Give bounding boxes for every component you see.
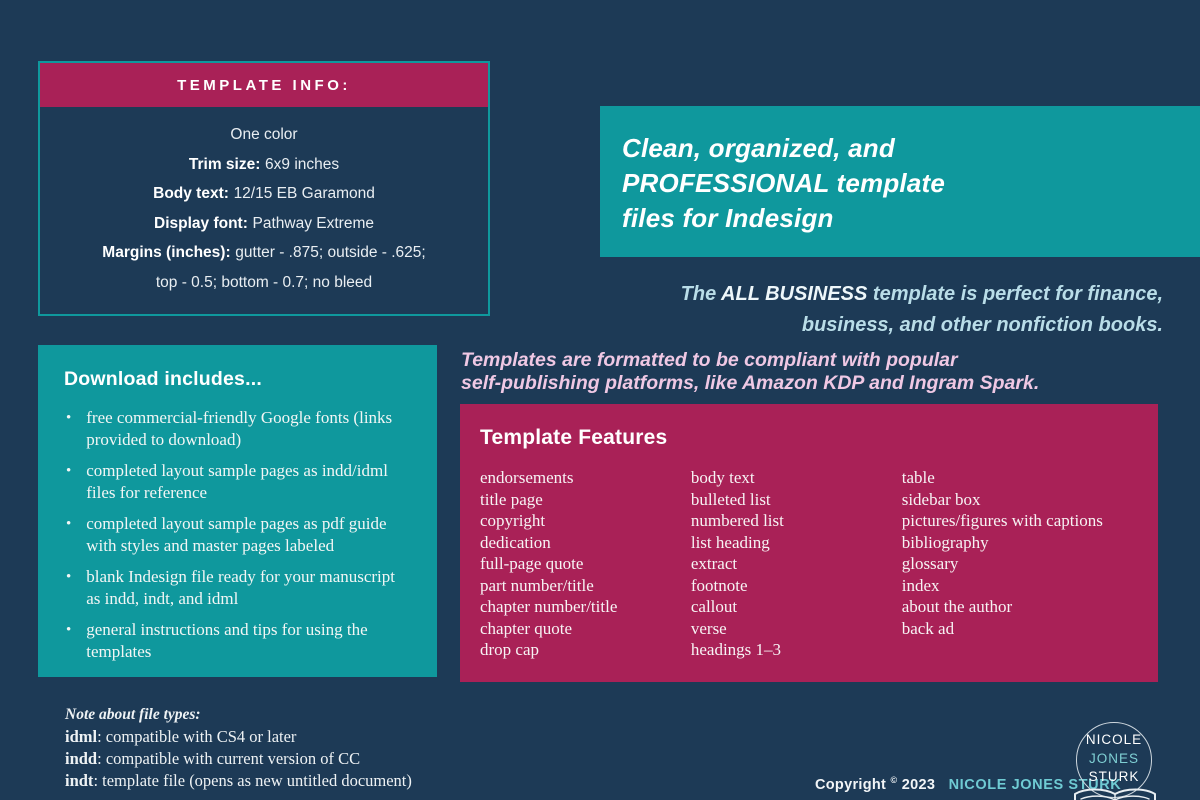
copyright-line: Copyright © 2023 NICOLE JONES STURK [815, 775, 1122, 793]
template-info-title: TEMPLATE INFO: [177, 76, 351, 94]
template-info-row: One color [230, 126, 298, 143]
logo-name-line-3: STURK [1088, 769, 1140, 784]
feature-item: glossary [901, 554, 959, 573]
download-list-item: completed layout sample pages as pdf gui… [66, 513, 411, 557]
logo-name-line-1: NICOLE [1085, 732, 1143, 747]
feature-item: bibliography [901, 532, 989, 552]
feature-item: pictures/figures with captions [901, 511, 1103, 530]
download-list-item: general instructions and tips for using … [66, 619, 411, 663]
feature-item: headings 1–3 [690, 640, 782, 659]
tagline-emphasis: ALL BUSINESS [721, 283, 868, 305]
copyright-author-name: NICOLE JONES STURK [948, 776, 1122, 793]
author-logo: NICOLE JONES STURK [1074, 722, 1156, 800]
template-info-body: One color Trim size: 6x9 inches Body text: 1… [40, 107, 488, 297]
feature-item: drop cap [480, 640, 540, 659]
file-type-note-row: indt: template file (opens as new untitl… [65, 771, 412, 790]
feature-item: chapter number/title [480, 597, 618, 616]
feature-item: title page [480, 489, 543, 509]
feature-item: body text [690, 468, 755, 487]
feature-item: sidebar box [901, 489, 981, 509]
feature-item: about the author [901, 597, 1013, 616]
feature-item: back ad [901, 618, 955, 638]
feature-item: full-page quote [480, 554, 584, 573]
feature-item: extract [690, 554, 738, 573]
template-info-row: Trim size: 6x9 inches [188, 155, 340, 173]
download-list-item: completed layout sample pages as indd/id… [66, 460, 411, 504]
template-features-columns: endorsements title page copyright dedicatio… [480, 467, 1140, 661]
feature-item: table [901, 468, 935, 487]
feature-item: callout [690, 597, 738, 616]
open-book-icon [1074, 788, 1156, 800]
hero-line: PROFESSIONAL template [622, 168, 946, 198]
features-column-3: table sidebar box pictures/figures with ca… [902, 467, 1140, 661]
tagline-line-2: business, and other nonfiction books. [801, 314, 1163, 336]
file-type-notes-title: Note about file types: [65, 706, 201, 723]
feature-item: copyright [480, 511, 546, 530]
feature-item: chapter quote [480, 618, 573, 638]
copyright-symbol: © [890, 775, 898, 785]
hero-banner: Clean, organized, and PROFESSIONAL templa… [600, 106, 1200, 257]
feature-item: dedication [480, 532, 551, 552]
download-list-item: free commercial-friendly Google fonts (l… [66, 407, 411, 451]
features-column-2: body text bulleted list numbered list list … [691, 467, 902, 661]
template-info-header: TEMPLATE INFO: [40, 63, 488, 107]
platform-note-line-2: self-publishing platforms, like Amazon K… [461, 371, 1040, 394]
template-info-row: Body text: 12/15 EB Garamond [153, 185, 375, 202]
template-info-row: Margins (inches): gutter - .875; outside … [102, 244, 426, 261]
logo-name-line-2: JONES [1088, 750, 1139, 766]
file-type-notes-list: idml: compatible with CS4 or later indd: … [65, 726, 412, 792]
feature-item: numbered list [690, 511, 784, 530]
template-info-box: TEMPLATE INFO: One color Trim size: 6x9 in… [38, 61, 490, 316]
tagline: The ALL BUSINESS template is perfect for… [463, 279, 1163, 341]
file-type-note-row: indd: compatible with current version of… [65, 749, 361, 768]
file-type-notes: Note about file types: idml: compatible … [65, 704, 412, 792]
hero-line: files for Indesign [622, 203, 834, 233]
template-features-title: Template Features [480, 426, 668, 449]
feature-item: bulleted list [690, 489, 771, 509]
feature-item: footnote [690, 575, 748, 595]
platform-note-line-1: Templates are formatted to be compliant … [461, 349, 958, 371]
download-includes-box: Download includes... free commercial-fri… [38, 345, 437, 677]
features-column-1: endorsements title page copyright dedicatio… [480, 467, 691, 661]
template-info-row: Display font: Pathway Extreme [154, 214, 374, 232]
template-features-box: Template Features endorsements title page… [460, 404, 1158, 682]
tagline-line-1: The ALL BUSINESS template is perfect for… [680, 283, 1163, 305]
feature-item: verse [690, 618, 727, 638]
download-includes-list: free commercial-friendly Google fonts (l… [64, 407, 411, 663]
feature-item: index [901, 575, 940, 595]
feature-item: endorsements [480, 468, 574, 487]
download-list-item: blank Indesign file ready for your manus… [66, 566, 411, 610]
feature-item: part number/title [480, 575, 594, 595]
hero-line: Clean, organized, and [622, 133, 895, 163]
file-type-note-row: idml: compatible with CS4 or later [65, 727, 297, 746]
platform-compliance-note: Templates are formatted to be compliant … [461, 349, 1039, 394]
feature-item: list heading [690, 532, 770, 552]
template-info-row: top - 0.5; bottom - 0.7; no bleed [155, 273, 373, 291]
download-includes-title: Download includes... [64, 368, 262, 390]
logo-circle: NICOLE JONES STURK [1076, 722, 1152, 798]
